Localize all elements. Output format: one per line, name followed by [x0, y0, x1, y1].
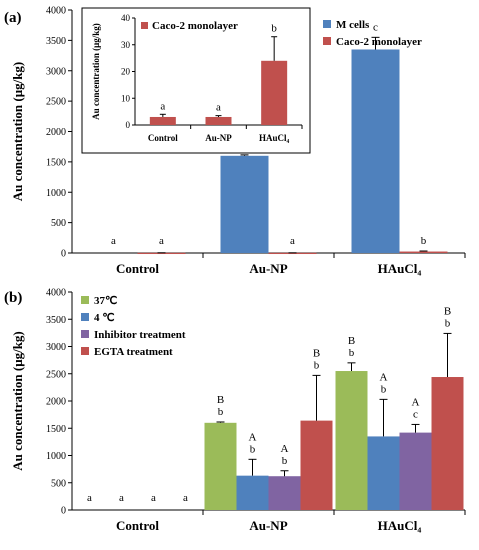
y-tick-label: 500 — [51, 218, 66, 229]
legend-swatch — [323, 20, 331, 28]
significance-letter-upper: A — [412, 396, 420, 408]
y-tick-label: 2500 — [46, 97, 66, 108]
y-tick-label: 0 — [61, 249, 66, 260]
inset-y-tick-label: 40 — [121, 13, 131, 23]
significance-letter: b — [218, 406, 224, 418]
inset-significance-letter: b — [271, 23, 277, 35]
bar — [399, 251, 448, 253]
significance-letter-upper: A — [380, 371, 388, 383]
significance-letter-upper: B — [444, 305, 451, 317]
significance-letter-upper: B — [348, 335, 355, 347]
inset-x-category-label: Au-NP — [205, 133, 232, 143]
significance-letter: a — [290, 235, 295, 247]
y-tick-label: 1000 — [46, 451, 66, 462]
y-tick-label: 3500 — [46, 36, 66, 47]
inset-legend-swatch — [141, 22, 148, 29]
x-category-label: Control — [116, 261, 159, 276]
significance-letter: a — [159, 235, 164, 247]
inset-y-tick-label: 10 — [121, 93, 131, 103]
significance-letter: b — [349, 347, 355, 359]
legend-label: 4 ℃ — [94, 312, 115, 324]
significance-letter: a — [183, 492, 188, 504]
significance-letter: c — [413, 408, 418, 420]
inset-bar — [261, 60, 288, 125]
significance-letter: b — [445, 317, 451, 329]
bar — [367, 436, 400, 510]
y-tick-label: 2500 — [46, 369, 66, 380]
legend-label: M cells — [336, 19, 370, 31]
y-tick-label: 2000 — [46, 397, 66, 408]
legend-swatch — [81, 347, 89, 355]
y-tick-label: 0 — [61, 506, 66, 517]
bar — [220, 155, 269, 253]
x-category-label: Control — [116, 518, 159, 533]
significance-letter: a — [111, 235, 116, 247]
inset-x-category-label: Control — [148, 133, 178, 143]
inset-y-tick-label: 0 — [126, 120, 131, 130]
x-category-label: HAuCl₄ — [378, 261, 422, 276]
legend-swatch — [81, 296, 89, 304]
bar — [399, 432, 432, 510]
bar — [335, 371, 368, 510]
significance-letter: a — [151, 492, 156, 504]
y-axis-label: Au concentration (μg/kg) — [10, 62, 25, 202]
bar — [268, 252, 317, 255]
inset-y-tick-label: 30 — [121, 40, 131, 50]
y-tick-label: 2000 — [46, 127, 66, 138]
y-axis-label: Au concentration (μg/kg) — [10, 331, 25, 471]
bar — [236, 475, 269, 510]
y-tick-label: 1000 — [46, 188, 66, 199]
significance-letter: c — [373, 21, 378, 33]
legend-swatch — [81, 330, 89, 338]
y-tick-label: 1500 — [46, 157, 66, 168]
y-tick-label: 3000 — [46, 66, 66, 77]
bar — [204, 422, 237, 510]
significance-letter-upper: A — [249, 431, 257, 443]
bar — [300, 420, 333, 510]
significance-letter-upper: A — [281, 443, 289, 455]
inset-y-axis-label: Au concentration (μg/kg) — [91, 23, 101, 120]
inset-bar — [205, 116, 232, 125]
significance-letter: a — [87, 492, 92, 504]
panel-label: (a) — [4, 10, 22, 26]
significance-letter: b — [250, 443, 256, 455]
significance-letter-upper: B — [313, 347, 320, 359]
panel-label: (b) — [4, 290, 22, 306]
bar — [137, 252, 186, 255]
inset-significance-letter: a — [216, 102, 221, 114]
inset-legend-label: Caco-2 monolayer — [152, 20, 238, 32]
y-tick-label: 1500 — [46, 424, 66, 435]
inset-bar — [149, 116, 176, 125]
significance-letter: a — [119, 492, 124, 504]
bar — [268, 476, 301, 510]
y-tick-label: 4000 — [46, 288, 66, 299]
inset-x-category-label: HAuCl₄ — [259, 133, 290, 143]
legend-label: EGTA treatment — [94, 346, 173, 358]
legend-swatch — [81, 313, 89, 321]
significance-letter-upper: B — [217, 394, 224, 406]
x-category-label: Au-NP — [249, 261, 287, 276]
y-tick-label: 3000 — [46, 342, 66, 353]
bar — [351, 49, 400, 253]
significance-letter: b — [421, 235, 427, 247]
x-category-label: HAuCl₄ — [378, 518, 422, 533]
inset-y-tick-label: 20 — [121, 67, 131, 77]
significance-letter: b — [381, 383, 387, 395]
legend-label: Inhibitor treatment — [94, 329, 186, 341]
bar — [431, 377, 464, 510]
y-tick-label: 3500 — [46, 315, 66, 326]
significance-letter: b — [314, 359, 320, 371]
y-tick-label: 500 — [51, 478, 66, 489]
y-tick-label: 4000 — [46, 6, 66, 17]
inset-significance-letter: a — [160, 100, 165, 112]
significance-letter: b — [282, 455, 288, 467]
legend-label: 37℃ — [94, 295, 117, 307]
legend-label: Caco-2 monolayer — [336, 36, 422, 48]
x-category-label: Au-NP — [249, 518, 287, 533]
legend-swatch — [323, 37, 331, 45]
